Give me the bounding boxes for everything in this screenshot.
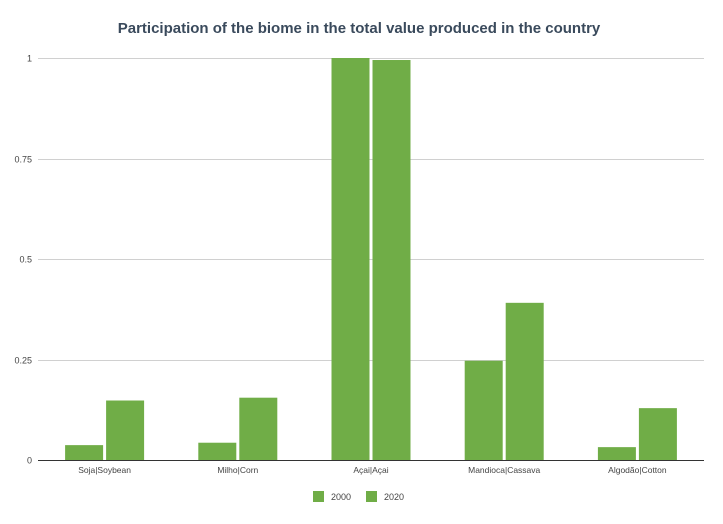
bar-2020 [239, 397, 278, 460]
legend-swatch-2000 [313, 491, 324, 502]
grid [38, 58, 704, 361]
bar-2000 [65, 445, 104, 460]
x-tick-label: Mandioca|Cassava [468, 465, 540, 475]
x-tick-label: Milho|Corn [217, 465, 258, 475]
chart-title: Participation of the biome in the total … [118, 20, 601, 37]
legend-label: 2020 [384, 492, 404, 502]
y-tick-label: 1 [27, 54, 32, 64]
x-tick-label: Açai|Açai [353, 465, 388, 475]
legend-swatch-2020 [366, 491, 377, 502]
y-tick-label: 0.75 [14, 155, 32, 165]
bar-2020 [372, 60, 411, 460]
bar-2000 [464, 360, 503, 460]
x-tick-label: Algodão|Cotton [608, 465, 667, 475]
bar-2020 [638, 408, 677, 460]
y-axis-ticks: 0 0.25 0.5 0.75 1 [14, 54, 32, 466]
y-tick-label: 0.25 [14, 356, 32, 366]
y-tick-label: 0.5 [19, 255, 32, 265]
bar-2000 [198, 442, 237, 460]
bar-2020 [505, 302, 544, 460]
x-axis-labels: Soja|Soybean Milho|Corn Açai|Açai Mandioca|… [78, 465, 667, 475]
bar-2000 [597, 447, 636, 460]
bar-2000 [331, 58, 370, 460]
bar-2020 [106, 400, 145, 460]
legend: 2000 2020 [313, 491, 404, 502]
y-tick-label: 0 [27, 456, 32, 466]
legend-label: 2000 [331, 492, 351, 502]
bars [65, 58, 677, 460]
x-tick-label: Soja|Soybean [78, 465, 131, 475]
